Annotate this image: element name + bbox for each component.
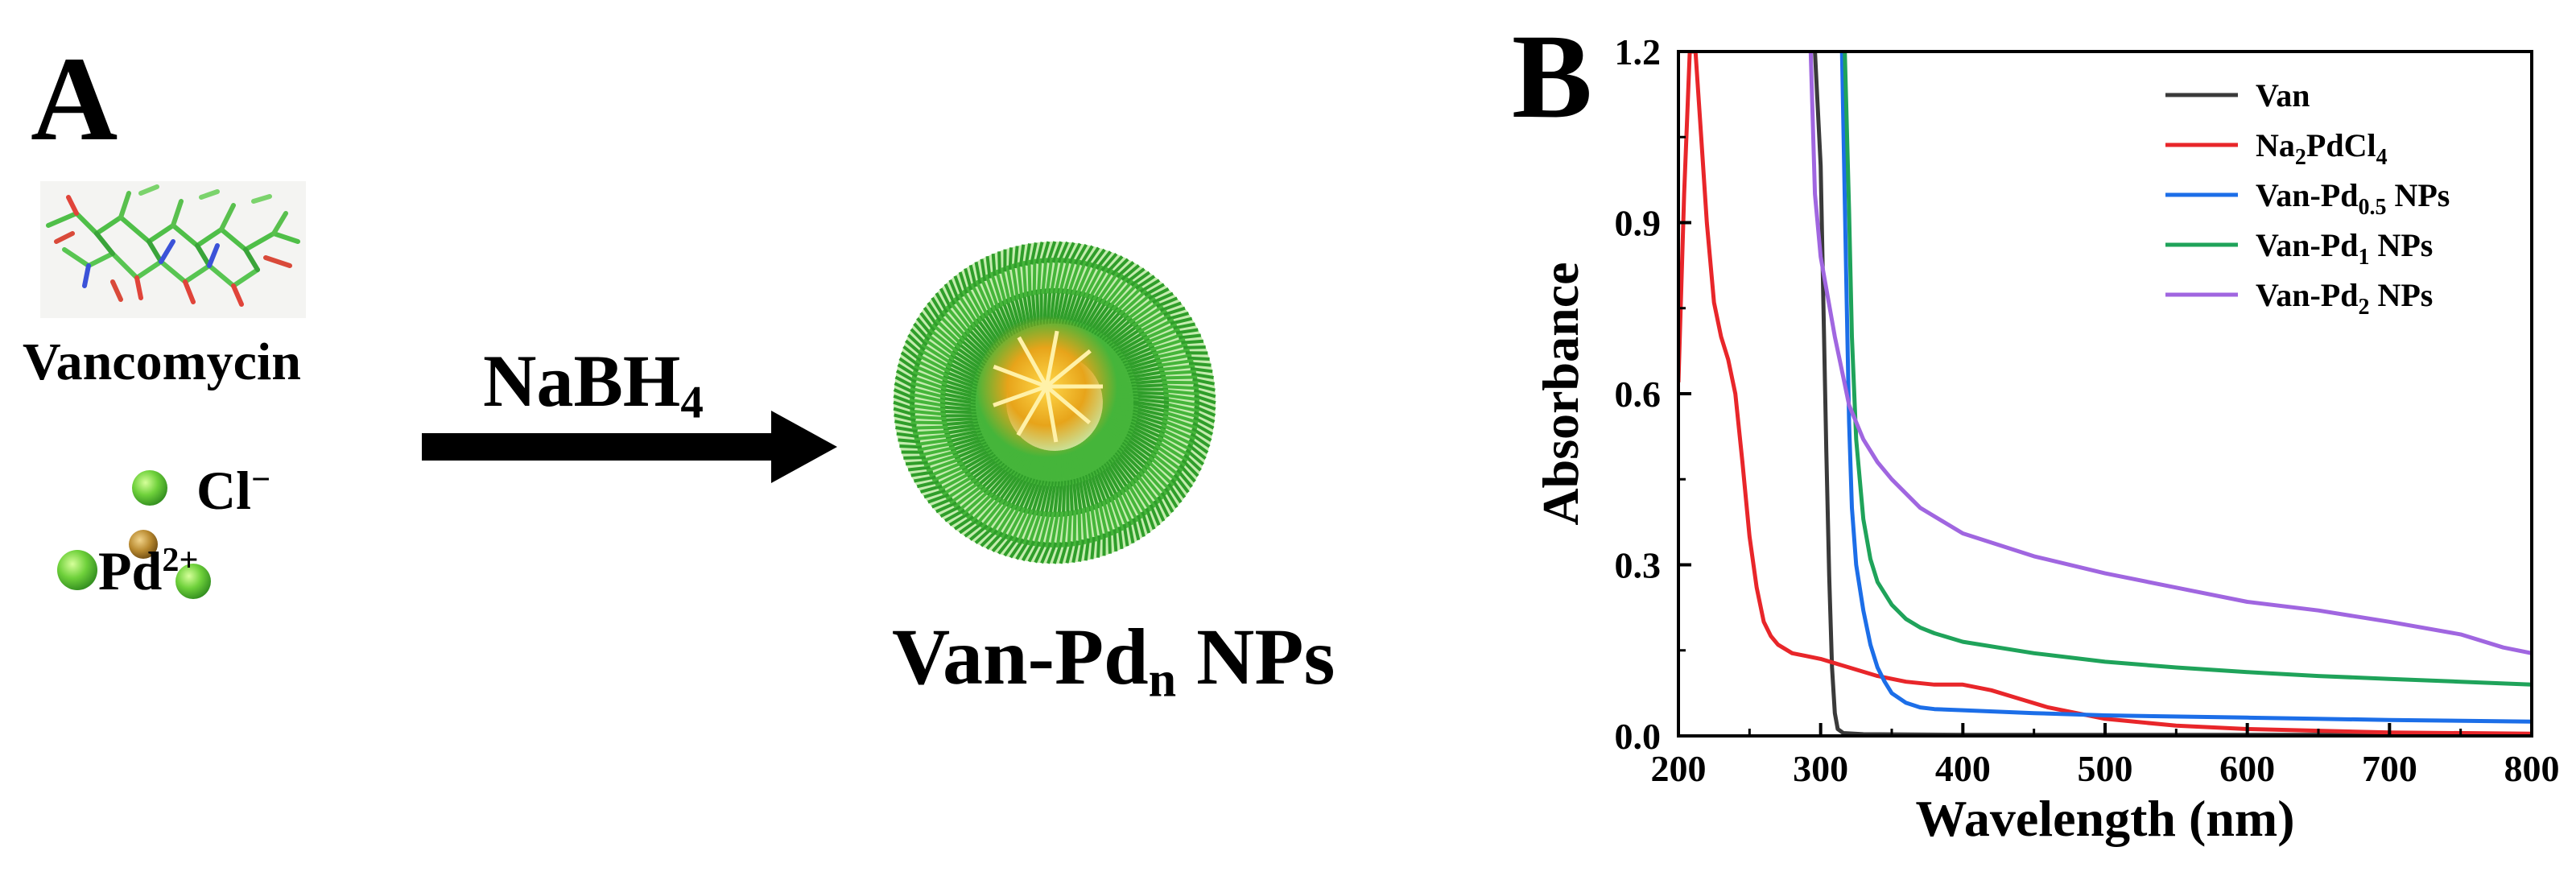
legend-label: Van <box>2256 77 2310 114</box>
nanoparticle-icon <box>893 241 1216 564</box>
y-tick-label: 0.0 <box>1615 716 1662 757</box>
chloride-label: Cl− <box>196 460 271 521</box>
y-axis-label: Absorbance <box>1532 262 1589 525</box>
chloride-ion-icon <box>132 470 167 506</box>
reagent-label: NaBH4 <box>483 340 704 428</box>
legend-label: Na2PdCl4 <box>2256 127 2388 170</box>
series-line-3 <box>1843 52 2532 687</box>
y-tick-label: 0.3 <box>1615 545 1662 586</box>
legend-label: Van-Pd2 NPs <box>2256 277 2433 320</box>
x-tick-label: 400 <box>1935 748 1991 789</box>
x-tick-label: 200 <box>1651 748 1707 789</box>
y-tick-label: 0.9 <box>1615 203 1662 244</box>
y-tick-label: 0.6 <box>1615 374 1662 415</box>
vancomycin-label: Vancomycin <box>23 333 301 391</box>
palladium-ion-icon <box>129 530 158 559</box>
vancomycin-structure <box>40 181 306 318</box>
x-tick-label: 300 <box>1793 748 1848 789</box>
legend: Van Na2PdCl4 Van-Pd0.5 NPs Van-Pd1 NPs Van-P… <box>2165 77 2450 320</box>
series-line-1 <box>1678 52 2532 736</box>
chloride-ion-icon-2 <box>57 550 97 590</box>
series-line-4 <box>1808 52 2532 655</box>
panel-b-letter: B <box>1512 10 1593 143</box>
series-line-2 <box>1839 52 2532 724</box>
x-tick-label: 800 <box>2504 748 2560 789</box>
legend-label: Van-Pd1 NPs <box>2256 227 2433 270</box>
plot-frame <box>1677 50 2533 738</box>
chloride-ion-icon-3 <box>175 564 211 599</box>
x-axis-label: Wavelength (nm) <box>1915 790 2294 847</box>
y-tick-label: 1.2 <box>1615 31 1662 72</box>
x-tick-label: 500 <box>2078 748 2133 789</box>
panel-a-letter: A <box>31 32 118 166</box>
product-label: Van-Pdn NPs <box>892 612 1335 708</box>
palladium-label: Pd2+ <box>98 540 199 601</box>
reaction-arrow-icon <box>422 411 837 483</box>
x-tick-label: 600 <box>2219 748 2275 789</box>
series-line-0 <box>1813 52 2532 736</box>
legend-label: Van-Pd0.5 NPs <box>2256 177 2450 220</box>
x-tick-label: 700 <box>2362 748 2417 789</box>
